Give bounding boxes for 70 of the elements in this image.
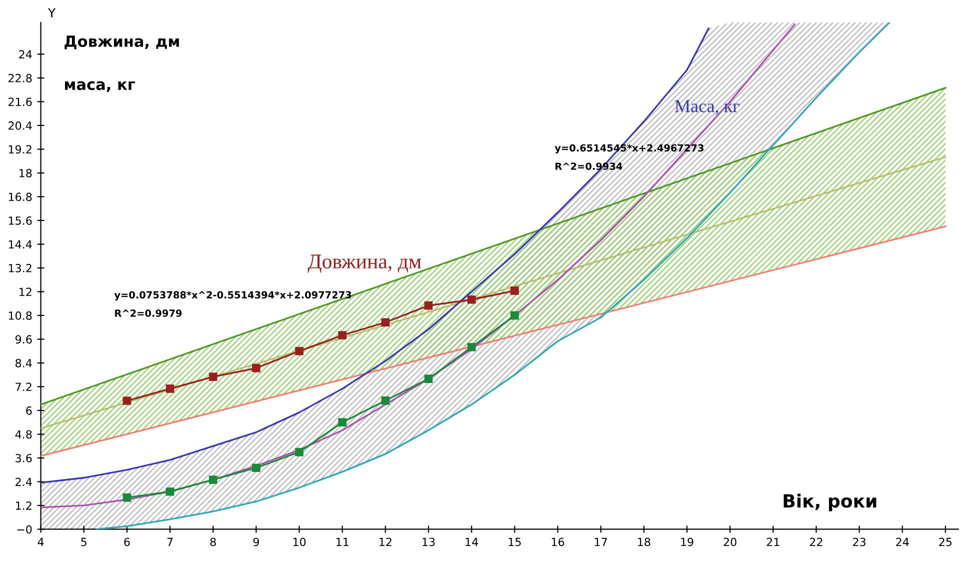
- y-tick-label: 21.6: [8, 98, 32, 106]
- y-tick-label: 16.8: [8, 192, 32, 202]
- point: [208, 476, 218, 484]
- x-tick-label: 10: [293, 538, 306, 546]
- annotation: y=0.0753788*x^2-0.5514394*x+2.0977273 R^2=0.9979: [114, 291, 352, 317]
- series-label: Довжина, дм: [308, 254, 422, 273]
- x-tick-label: 25: [939, 538, 952, 546]
- x-tick-label: 13: [422, 538, 435, 546]
- point: [338, 331, 347, 340]
- x-tick-label: 4: [38, 538, 44, 546]
- point: [166, 487, 174, 496]
- y-tick-label: 2.4: [16, 478, 32, 486]
- y-tick-label: 20.4: [8, 121, 32, 130]
- x-tick-label: 8: [210, 538, 216, 546]
- y-tick-label: 4.8: [15, 430, 32, 439]
- point: [295, 346, 304, 356]
- y-tick-label: 7.2: [16, 382, 32, 391]
- y-tick-label: 12: [20, 288, 32, 296]
- point: [166, 384, 174, 393]
- point: [510, 286, 519, 295]
- x-tick-label: 5: [81, 538, 86, 546]
- point: [467, 342, 476, 352]
- x-tick-label: 22: [810, 538, 822, 546]
- point: [122, 396, 132, 405]
- point: [208, 372, 218, 381]
- x-tick-label: 19: [681, 538, 694, 546]
- point: [295, 448, 304, 456]
- annotation: Довжина, дм: [64, 36, 179, 50]
- point: [381, 396, 390, 405]
- y-tick-label: 15.6: [8, 216, 32, 225]
- y-tick-label: 19.2: [8, 145, 32, 154]
- x-tick-label: 17: [594, 538, 607, 546]
- y-tick-label: 13.2: [8, 264, 32, 272]
- y-axis-title: Y: [48, 8, 56, 18]
- x-tick-label: 23: [853, 538, 866, 546]
- y-tick-label: −0: [17, 525, 32, 534]
- point: [510, 311, 519, 320]
- annotation: маса, кг: [65, 81, 135, 92]
- y-tick-label: 22.8: [8, 74, 32, 82]
- point: [252, 364, 260, 372]
- point: [424, 301, 433, 310]
- x-tick-label: 7: [167, 538, 173, 546]
- x-tick-label: 21: [766, 538, 780, 546]
- y-tick-label: 8.4: [16, 358, 32, 368]
- y-tick-label: 3.6: [16, 454, 32, 462]
- y-tick-label: 24: [19, 50, 32, 58]
- x-tick-label: 20: [724, 538, 736, 546]
- x-tick-label: 11: [336, 538, 348, 546]
- x-tick-label: 15: [508, 538, 521, 546]
- x-tick-label: 14: [466, 538, 478, 546]
- point: [338, 418, 347, 427]
- x-axis-title: Вік, роки: [784, 494, 876, 512]
- y-tick-label: 6: [26, 406, 32, 415]
- x-tick-label: 18: [638, 538, 650, 546]
- y-tick-label: 10.8: [8, 311, 32, 320]
- series-label: Маса, кг: [674, 100, 740, 115]
- point: [467, 295, 476, 304]
- x-tick-label: 24: [896, 538, 909, 546]
- y-tick-label: 1.2: [16, 501, 32, 510]
- y-tick-label: 14.4: [8, 240, 32, 248]
- point: [122, 493, 132, 502]
- x-tick-label: 12: [380, 538, 392, 546]
- x-tick-label: 9: [253, 538, 259, 546]
- x-tick-label: 16: [552, 538, 564, 546]
- x-tick-label: 6: [124, 538, 130, 546]
- y-tick-label: 9.6: [15, 335, 32, 344]
- y-tick-label: 18: [20, 168, 32, 178]
- point: [424, 374, 433, 383]
- point: [252, 464, 260, 472]
- point: [381, 318, 390, 327]
